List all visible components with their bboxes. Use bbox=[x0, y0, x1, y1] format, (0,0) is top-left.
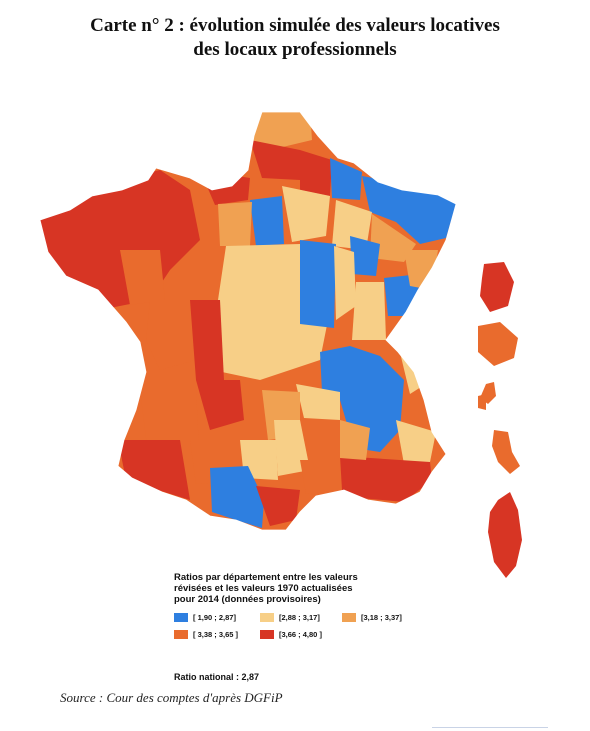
department-ardennes bbox=[330, 158, 362, 200]
legend-classes: [ 1,90 ; 2,87] [2,88 ; 3,17] [3,18 ; 3,3… bbox=[174, 613, 474, 639]
department-aisne bbox=[300, 150, 332, 196]
department-meuse bbox=[332, 200, 372, 250]
department-pas-de-calais bbox=[250, 140, 300, 180]
legend-swatch bbox=[260, 630, 274, 639]
legend-label: [ 1,90 ; 2,87] bbox=[193, 613, 236, 622]
corse bbox=[488, 492, 522, 578]
department-cote-d-or bbox=[334, 246, 356, 320]
department-gard bbox=[340, 420, 370, 460]
overseas-guyane-island-2 bbox=[478, 394, 486, 410]
legend-title-line-3: pour 2014 (données provisoires) bbox=[174, 594, 321, 605]
department-centre bbox=[218, 244, 330, 380]
department-aude bbox=[256, 486, 300, 526]
department-herault bbox=[300, 460, 344, 494]
department-eure bbox=[218, 202, 252, 246]
legend-item: [3,66 ; 4,80 ] bbox=[260, 630, 342, 639]
department-marne bbox=[282, 186, 330, 242]
department-provence bbox=[340, 456, 432, 502]
legend-item: [2,88 ; 3,17] bbox=[260, 613, 342, 622]
department-vienne bbox=[190, 300, 224, 380]
mainland-outline bbox=[39, 111, 457, 531]
department-nord bbox=[250, 112, 312, 150]
legend-swatch bbox=[174, 613, 188, 622]
legend-label: [2,88 ; 3,17] bbox=[279, 613, 320, 622]
department-charente bbox=[196, 380, 244, 430]
legend-swatch bbox=[342, 613, 356, 622]
legend-label: [3,18 ; 3,37] bbox=[361, 613, 402, 622]
department-landes bbox=[118, 440, 190, 500]
overseas-martinique bbox=[478, 322, 518, 366]
source-note: Source : Cour des comptes d'après DGFiP bbox=[60, 690, 283, 705]
legend-title-line-1: Ratios par département entre les valeurs bbox=[174, 572, 358, 583]
legend-label: [3,66 ; 4,80 ] bbox=[279, 630, 322, 639]
department-vendee bbox=[146, 300, 196, 370]
divider bbox=[432, 727, 548, 728]
legend-label: [ 3,38 ; 3,65 ] bbox=[193, 630, 239, 639]
legend-swatch bbox=[260, 613, 274, 622]
overseas-guadeloupe bbox=[480, 262, 514, 312]
legend-item: [ 1,90 ; 2,87] bbox=[174, 613, 260, 622]
map-title-line-2: des locaux professionnels bbox=[193, 39, 397, 60]
legend-item: [ 3,38 ; 3,65 ] bbox=[174, 630, 260, 639]
department-haute-garonne bbox=[210, 466, 264, 528]
map-legend: Ratios par département entre les valeurs… bbox=[174, 572, 474, 639]
department-jura bbox=[352, 282, 386, 340]
department-ille-et-vilaine bbox=[120, 250, 165, 305]
map-title: Carte n° 2 : évolution simulée des valeu… bbox=[0, 14, 590, 62]
map-title-line-1: Carte n° 2 : évolution simulée des valeu… bbox=[90, 15, 500, 36]
department-yonne-nievre bbox=[300, 240, 336, 328]
legend-title-line-2: révisées et les valeurs 1970 actualisées bbox=[174, 583, 353, 594]
department-paris-area bbox=[250, 196, 284, 246]
legend-swatch bbox=[174, 630, 188, 639]
department-rhone-alpes bbox=[320, 346, 404, 452]
legend-title: Ratios par département entre les valeurs… bbox=[174, 572, 414, 605]
ratio-national: Ratio national : 2,87 bbox=[174, 672, 260, 682]
department-haute-marne bbox=[350, 236, 380, 276]
overseas-la-reunion bbox=[492, 430, 520, 474]
mainland-departments bbox=[40, 112, 456, 530]
department-hautes-alpes bbox=[396, 420, 436, 464]
department-loire bbox=[296, 384, 340, 420]
legend-item: [3,18 ; 3,37] bbox=[342, 613, 432, 622]
